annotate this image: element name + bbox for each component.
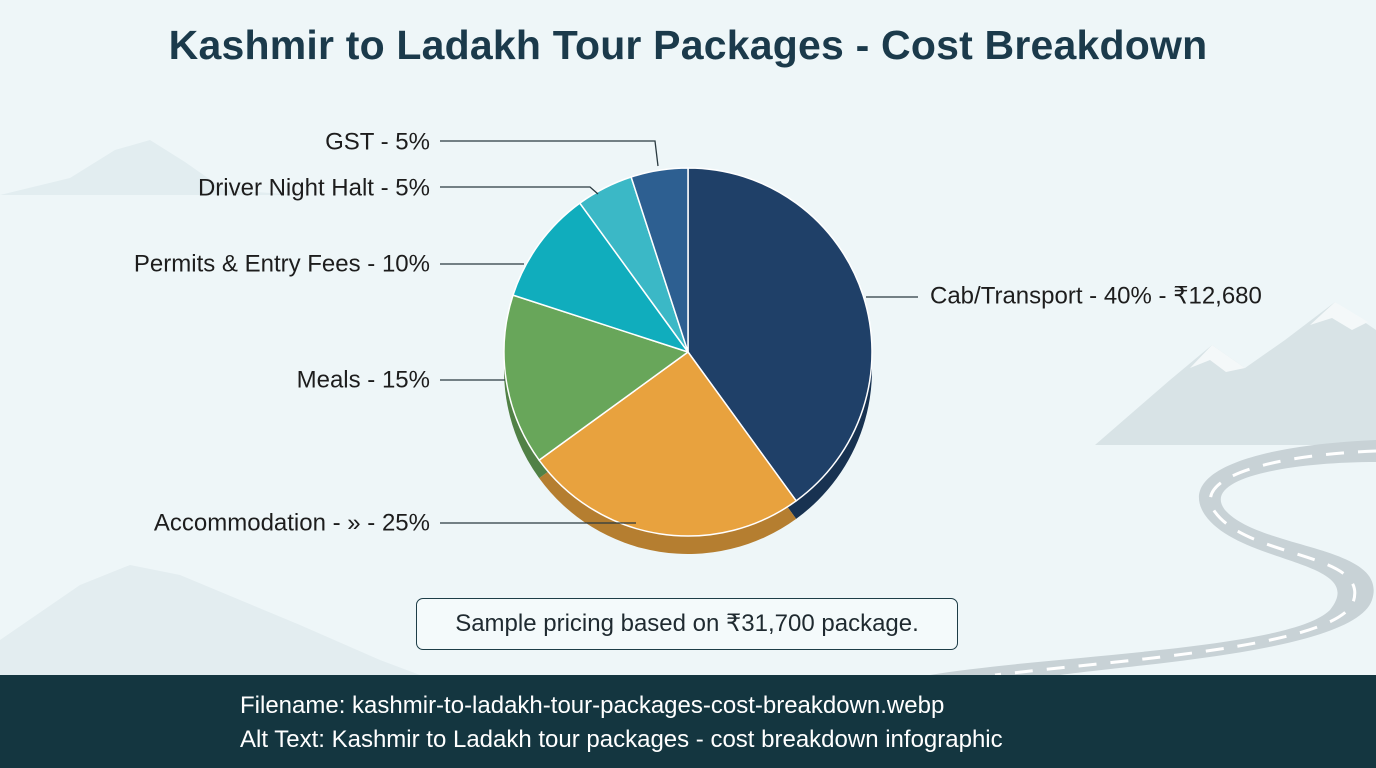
pie-slices: [503, 167, 873, 554]
slice-label-0: Cab/Transport - 40% - ₹12,680: [930, 282, 1262, 309]
slice-label-2: Meals - 15%: [297, 366, 430, 393]
footer-alt-text: Alt Text: Kashmir to Ladakh tour package…: [240, 726, 1003, 753]
mountain-right-snow: [1190, 302, 1368, 372]
pie-slice-1: [538, 351, 797, 537]
pie-slice-3: [512, 202, 689, 353]
pie-slice-5: [630, 167, 689, 353]
footer-filename: Filename: kashmir-to-ladakh-tour-package…: [240, 692, 945, 719]
slice-labels: Cab/Transport - 40% - ₹12,680 Accommodati…: [134, 128, 1262, 536]
pie-slice-0: [687, 167, 873, 502]
road-center-line: [994, 449, 1376, 677]
leader-line-4: [440, 186, 599, 195]
mountain-left-bottom: [0, 565, 420, 675]
pie-slice-2: [503, 294, 689, 461]
pricing-note: Sample pricing based on ₹31,700 package.: [416, 598, 958, 650]
leader-line-5: [440, 140, 659, 167]
mountain-left-top: [0, 140, 300, 195]
slice-label-5: GST - 5%: [325, 128, 430, 155]
leader-lines: [440, 140, 918, 524]
winding-road: [930, 440, 1376, 675]
slice-label-3: Permits & Entry Fees - 10%: [134, 250, 430, 277]
mountain-right: [1095, 302, 1376, 445]
chart-title: Kashmir to Ladakh Tour Packages - Cost B…: [168, 22, 1208, 68]
footer-bar: Filename: kashmir-to-ladakh-tour-package…: [0, 675, 1376, 768]
slice-label-1: Accommodation - » - 25%: [154, 509, 430, 536]
slice-label-4: Driver Night Halt - 5%: [198, 174, 430, 201]
